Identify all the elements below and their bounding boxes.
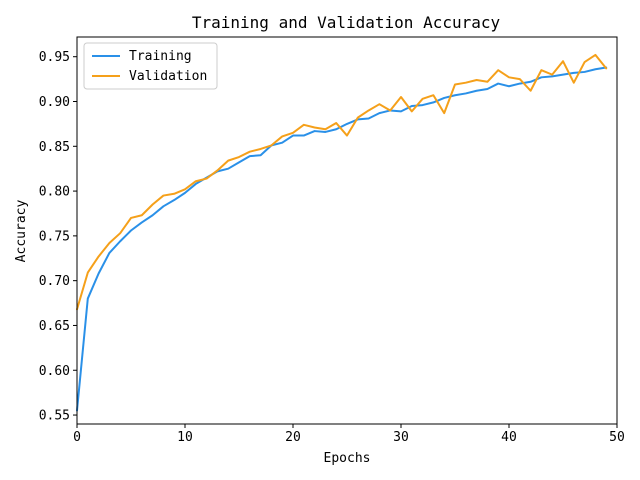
plot-frame [76, 36, 618, 425]
y-axis-label: Accuracy [14, 200, 29, 263]
x-tick-label: 30 [393, 430, 409, 445]
x-tick-label: 10 [177, 430, 193, 445]
y-tick-label: 0.90 [39, 95, 70, 110]
y-tick-label: 0.60 [39, 364, 70, 379]
y-tick-label: 0.75 [39, 229, 70, 244]
y-axis-ticks: 0.55 0.60 0.65 0.70 0.75 0.80 0.85 0.90 0.95 [39, 50, 77, 424]
series-line-training [76, 66, 608, 412]
legend-label-training: Training [129, 49, 192, 64]
legend-box [83, 42, 218, 90]
y-tick-label: 0.65 [39, 319, 70, 334]
x-axis-ticks: 0 10 20 30 40 50 [73, 424, 625, 445]
y-tick-label: 0.85 [39, 140, 70, 155]
series-line-validation [76, 53, 608, 311]
legend: Training Validation [83, 42, 218, 90]
chart-title: Training and Validation Accuracy [192, 13, 501, 32]
x-tick-label: 0 [73, 430, 81, 445]
y-tick-label: 0.95 [39, 50, 70, 65]
legend-label-validation: Validation [129, 69, 207, 84]
x-axis-label: Epochs [324, 451, 371, 466]
x-tick-label: 20 [285, 430, 301, 445]
y-tick-label: 0.70 [39, 274, 70, 289]
y-tick-label: 0.80 [39, 185, 70, 200]
x-tick-label: 50 [609, 430, 625, 445]
x-tick-label: 40 [501, 430, 517, 445]
series-layer [76, 53, 608, 412]
y-tick-label: 0.55 [39, 409, 70, 424]
